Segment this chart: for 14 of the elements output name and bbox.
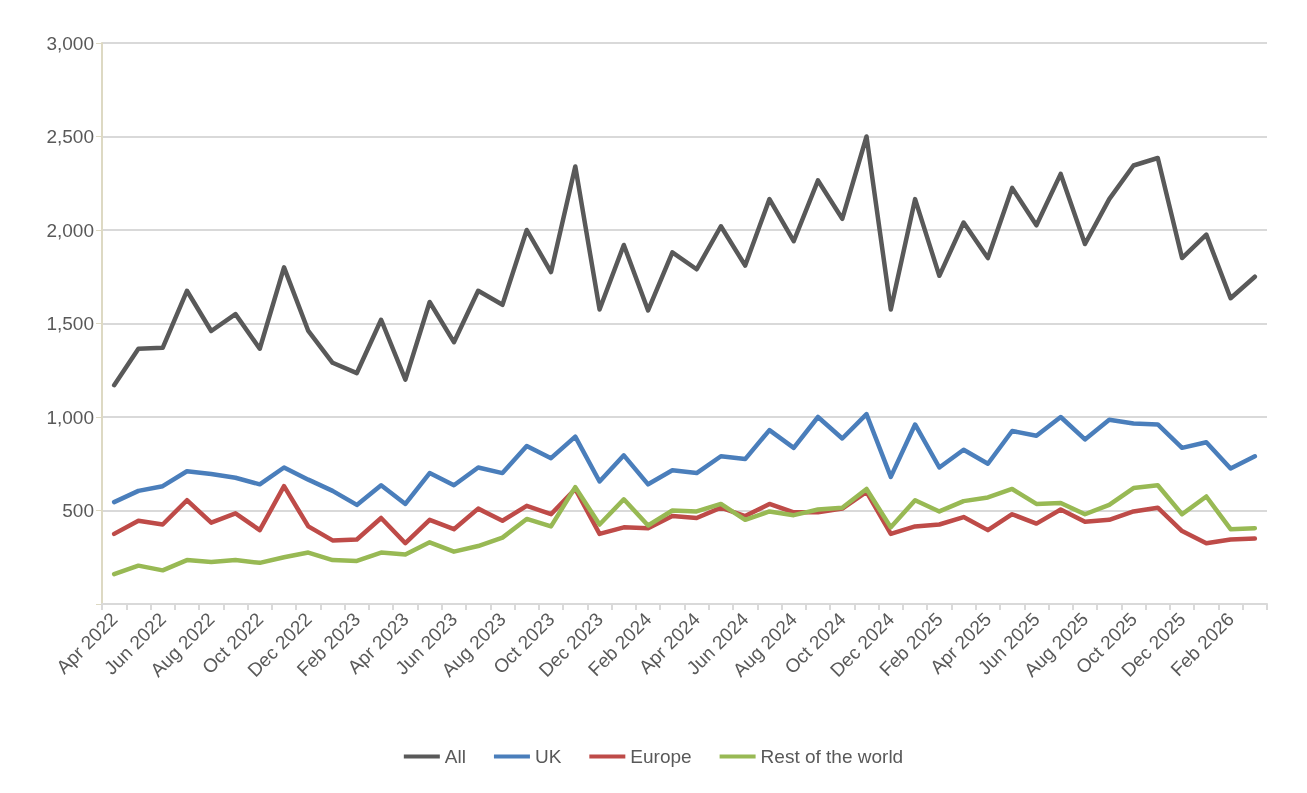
legend-label: UK [534,746,562,767]
y-tick-label: 1,500 [46,313,94,334]
legend-label: Europe [630,746,692,767]
line-series [111,483,1258,546]
y-tick-label: 500 [62,500,94,521]
y-tick-label: 3,000 [46,32,94,54]
y-tick-label: 2,500 [46,126,94,147]
legend-label: Rest of the world [760,746,904,767]
y-tick-label: 2,000 [46,219,94,241]
line-series [111,134,1258,388]
legend-label: All [444,746,466,767]
line-series [111,483,1258,577]
y-tick-label: 1,000 [46,406,94,428]
line-series [111,411,1258,508]
